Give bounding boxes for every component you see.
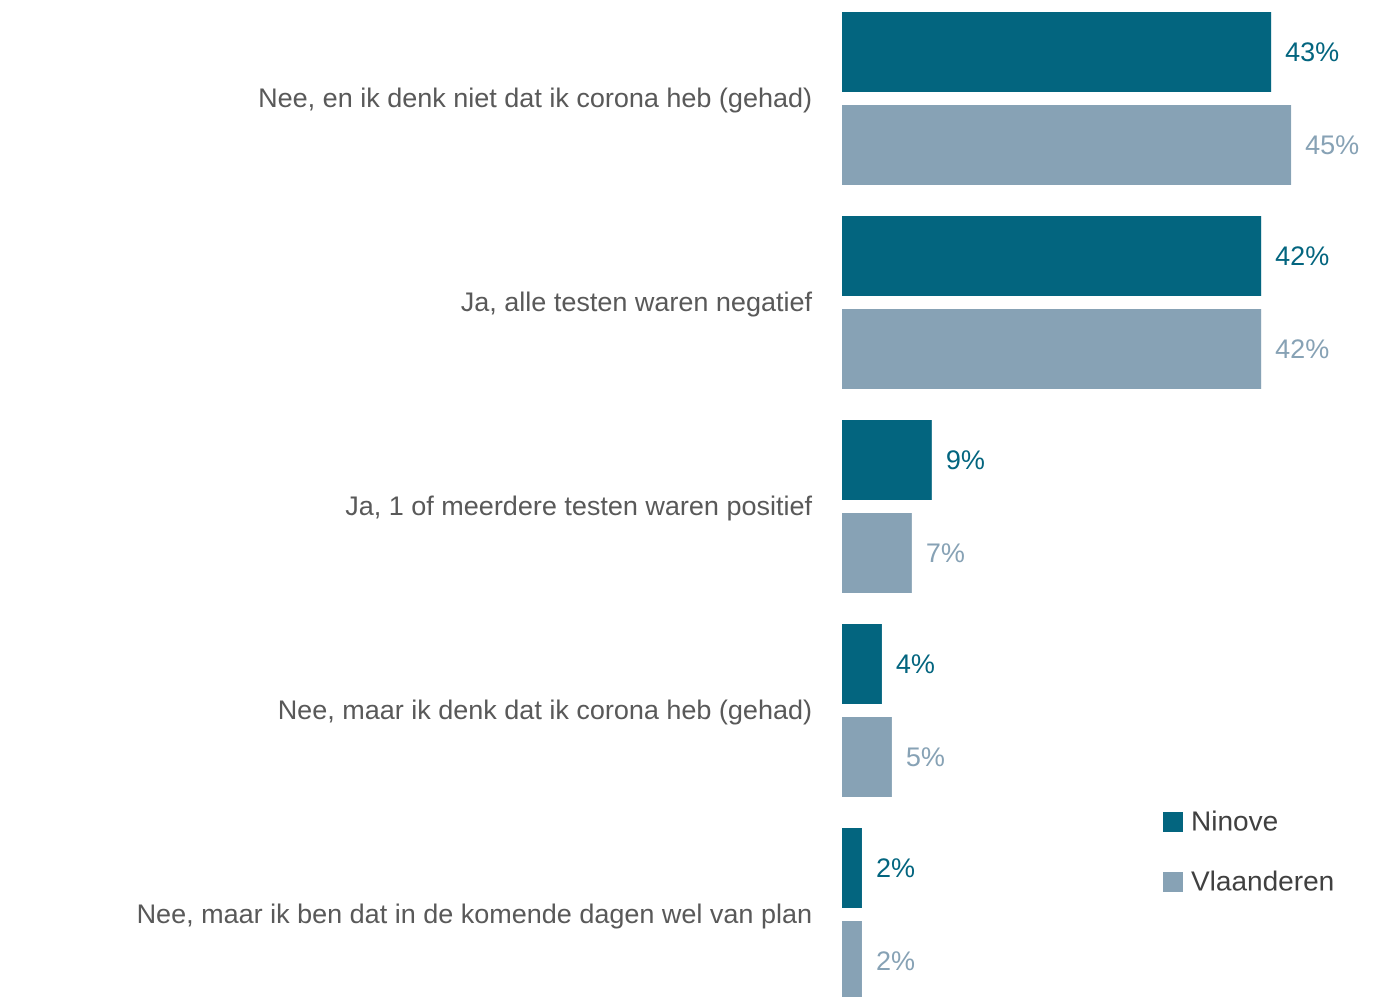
value-label: 7% bbox=[926, 538, 965, 568]
bar bbox=[842, 717, 892, 797]
bar bbox=[842, 828, 862, 908]
value-label: 42% bbox=[1275, 334, 1329, 364]
value-label: 43% bbox=[1285, 37, 1339, 67]
category-label: Nee, maar ik denk dat ik corona heb (geh… bbox=[278, 695, 812, 725]
bar bbox=[842, 624, 882, 704]
value-label: 4% bbox=[896, 649, 935, 679]
bar bbox=[842, 309, 1262, 389]
category-label: Nee, en ik denk niet dat ik corona heb (… bbox=[258, 83, 812, 113]
legend-swatch bbox=[1163, 812, 1183, 832]
bar bbox=[842, 420, 932, 500]
value-label: 2% bbox=[876, 946, 915, 976]
category-label: Nee, maar ik ben dat in de komende dagen… bbox=[137, 899, 812, 929]
bar bbox=[842, 513, 912, 593]
bar bbox=[842, 105, 1292, 185]
category-label: Ja, alle testen waren negatief bbox=[461, 287, 813, 317]
value-label: 2% bbox=[876, 853, 915, 883]
bar bbox=[842, 921, 862, 997]
value-label: 9% bbox=[946, 445, 985, 475]
legend-label: Ninove bbox=[1191, 805, 1278, 836]
value-label: 42% bbox=[1275, 241, 1329, 271]
legend-swatch bbox=[1163, 872, 1183, 892]
bar bbox=[842, 12, 1272, 92]
value-label: 5% bbox=[906, 742, 945, 772]
bar bbox=[842, 216, 1262, 296]
value-label: 45% bbox=[1305, 130, 1359, 160]
legend-label: Vlaanderen bbox=[1191, 865, 1334, 896]
category-label: Ja, 1 of meerdere testen waren positief bbox=[345, 491, 812, 521]
